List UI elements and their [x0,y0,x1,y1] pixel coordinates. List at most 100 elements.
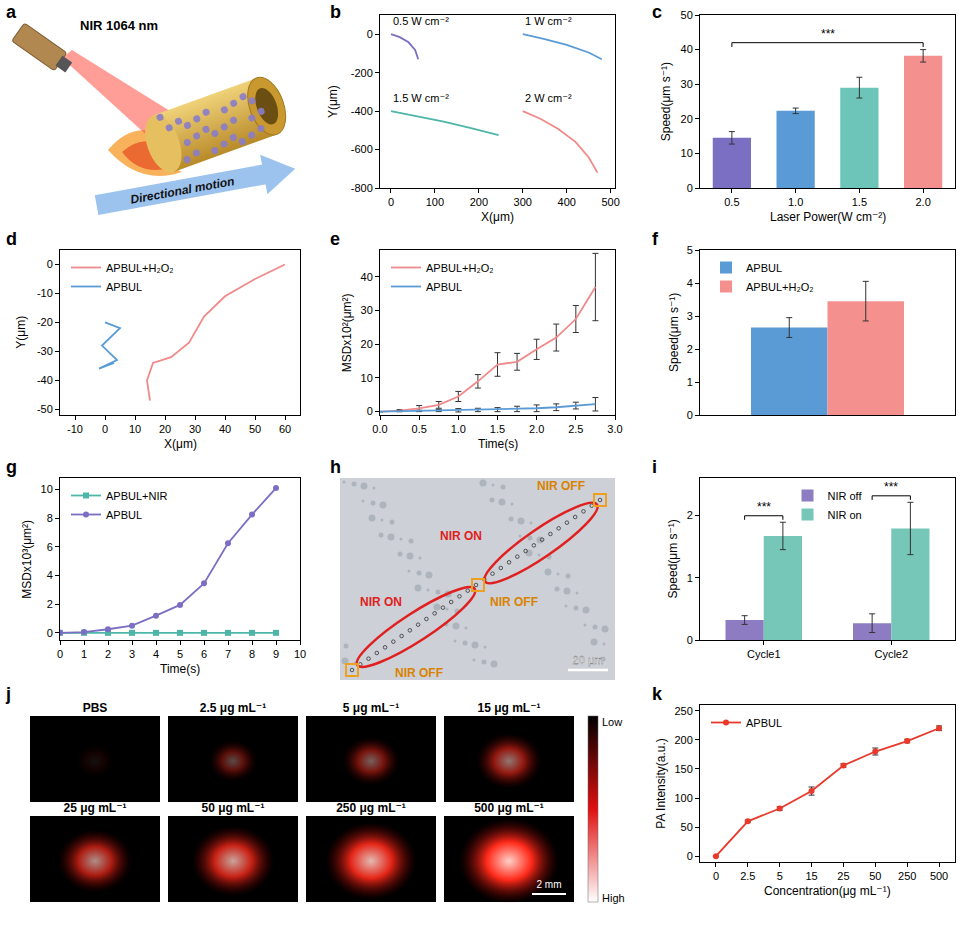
svg-text:4: 4 [687,277,693,289]
svg-text:10: 10 [41,483,53,495]
svg-text:10: 10 [361,372,373,384]
svg-text:1.5 W cm⁻²: 1.5 W cm⁻² [393,92,449,104]
svg-text:400: 400 [558,196,576,208]
svg-text:0: 0 [57,648,63,660]
svg-text:-400: -400 [351,105,373,117]
svg-text:0: 0 [388,196,394,208]
svg-text:1 W cm⁻²: 1 W cm⁻² [525,15,572,27]
svg-text:-30: -30 [37,345,53,357]
svg-text:***: *** [821,27,835,41]
svg-text:***: *** [757,500,771,514]
svg-text:APBUL+NIR: APBUL+NIR [106,490,167,502]
svg-text:0: 0 [713,870,719,882]
svg-text:Y(μm): Y(μm) [326,85,340,118]
svg-text:-200: -200 [351,67,373,79]
svg-text:MSDx10²(μm²): MSDx10²(μm²) [340,293,354,372]
svg-text:6: 6 [201,648,207,660]
svg-text:2 W cm⁻²: 2 W cm⁻² [525,92,572,104]
svg-text:200: 200 [470,196,488,208]
svg-text:50: 50 [681,821,693,833]
svg-text:Cycle2: Cycle2 [874,648,908,660]
svg-text:NIR OFF: NIR OFF [395,666,443,680]
svg-text:-800: -800 [351,182,373,194]
svg-text:Speed(μm s⁻¹): Speed(μm s⁻¹) [667,293,681,372]
svg-text:250: 250 [898,870,916,882]
svg-text:500: 500 [601,196,619,208]
svg-text:2.5: 2.5 [740,870,755,882]
svg-text:APBUL+H₂O₂: APBUL+H₂O₂ [746,281,814,293]
svg-text:200: 200 [674,734,692,746]
svg-text:c: c [652,2,662,22]
svg-text:APBUL: APBUL [426,281,462,293]
svg-text:40: 40 [361,271,373,283]
svg-text:MSDx10³(μm²): MSDx10³(μm²) [20,520,34,599]
svg-text:6: 6 [47,541,53,553]
svg-text:30: 30 [681,78,693,90]
svg-text:Low: Low [602,716,622,728]
svg-text:2.0: 2.0 [915,196,930,208]
svg-text:60: 60 [279,423,291,435]
svg-text:2.5: 2.5 [568,423,583,435]
svg-text:300: 300 [514,196,532,208]
svg-text:10: 10 [294,648,306,660]
svg-text:20: 20 [159,423,171,435]
svg-text:f: f [652,229,659,249]
svg-text:2: 2 [687,509,693,521]
svg-text:-600: -600 [351,143,373,155]
svg-text:0.0: 0.0 [372,423,387,435]
svg-text:25 μg mL⁻¹: 25 μg mL⁻¹ [63,801,126,815]
svg-text:4: 4 [153,648,159,660]
svg-text:NIR ON: NIR ON [440,529,482,543]
svg-text:20 μm: 20 μm [573,654,604,666]
svg-text:0.5: 0.5 [724,196,739,208]
svg-text:1.0: 1.0 [451,423,466,435]
svg-text:30: 30 [361,304,373,316]
svg-text:2: 2 [47,598,53,610]
svg-text:5: 5 [777,870,783,882]
svg-text:5: 5 [687,244,693,256]
svg-text:i: i [652,457,657,477]
svg-text:APBUL: APBUL [106,509,142,521]
svg-text:3: 3 [687,310,693,322]
svg-text:d: d [6,229,17,249]
svg-text:X(μm): X(μm) [481,210,514,224]
svg-text:0: 0 [367,405,373,417]
svg-text:2: 2 [105,648,111,660]
svg-text:0: 0 [102,423,108,435]
svg-text:250: 250 [674,705,692,717]
svg-text:X(μm): X(μm) [164,437,197,451]
svg-text:50: 50 [869,870,881,882]
svg-text:0.5: 0.5 [412,423,427,435]
svg-text:0: 0 [687,634,693,646]
svg-text:1.0: 1.0 [788,196,803,208]
svg-text:250 μg mL⁻¹: 250 μg mL⁻¹ [336,801,406,815]
svg-text:500 μg mL⁻¹: 500 μg mL⁻¹ [474,801,544,815]
svg-text:30: 30 [189,423,201,435]
svg-text:NIR off: NIR off [828,490,863,502]
svg-text:APBUL: APBUL [746,717,782,729]
svg-text:2.5 μg mL⁻¹: 2.5 μg mL⁻¹ [200,701,266,715]
svg-text:NIR ON: NIR ON [360,595,402,609]
svg-text:Concentration(μg mL⁻¹): Concentration(μg mL⁻¹) [764,884,891,898]
svg-text:0.5 W cm⁻²: 0.5 W cm⁻² [393,15,449,27]
svg-text:15: 15 [805,870,817,882]
svg-text:-10: -10 [37,287,53,299]
svg-text:3.0: 3.0 [607,423,622,435]
svg-text:e: e [330,229,340,249]
svg-text:-10: -10 [67,423,83,435]
svg-text:100: 100 [426,196,444,208]
svg-text:15 μg mL⁻¹: 15 μg mL⁻¹ [477,701,540,715]
svg-text:h: h [330,457,341,477]
svg-text:1: 1 [687,572,693,584]
svg-text:Speed(μm s⁻¹): Speed(μm s⁻¹) [666,519,680,598]
svg-text:1.5: 1.5 [490,423,505,435]
svg-text:NIR 1064 nm: NIR 1064 nm [80,18,158,33]
svg-text:3: 3 [129,648,135,660]
svg-text:0: 0 [687,409,693,421]
svg-text:Speed(μm s⁻¹): Speed(μm s⁻¹) [659,62,673,141]
svg-text:APBUL: APBUL [746,262,782,274]
svg-text:***: *** [884,480,898,494]
svg-text:Directional motion: Directional motion [129,174,235,207]
svg-text:NIR on: NIR on [828,509,862,521]
svg-text:Y(μm): Y(μm) [14,316,28,349]
